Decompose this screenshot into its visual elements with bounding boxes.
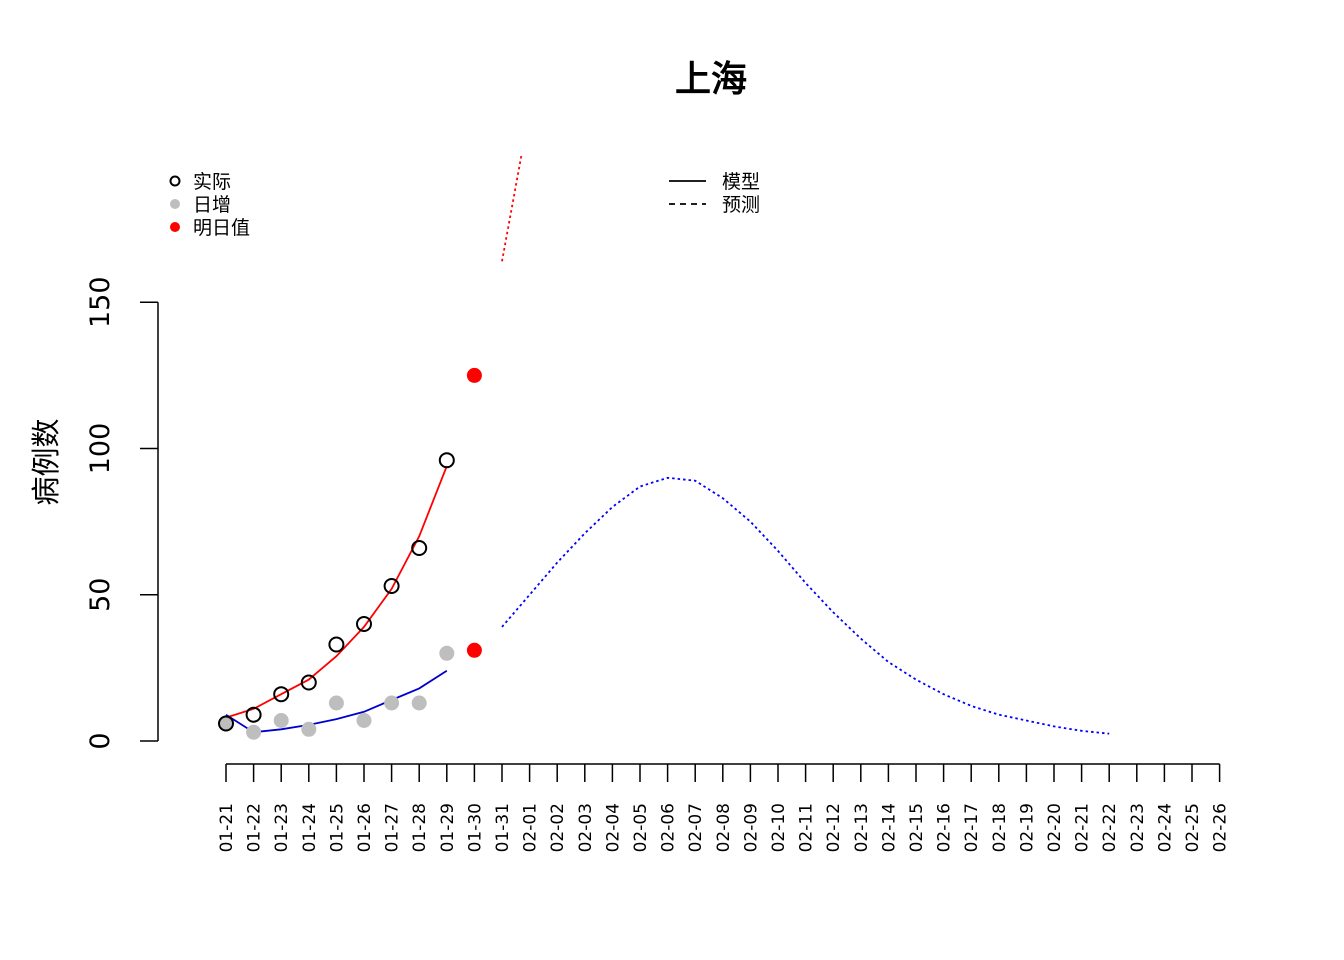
x-tick-label: 02-03	[576, 803, 596, 852]
x-tick-label: 01-27	[383, 803, 403, 852]
x-tick-label: 01-25	[327, 803, 347, 852]
x-tick-label: 02-09	[741, 803, 761, 852]
data-point	[438, 452, 455, 469]
x-tick-label: 02-21	[1073, 803, 1093, 852]
x-tick-label: 02-06	[659, 803, 679, 852]
x-tick-label: 01-28	[410, 803, 430, 852]
x-tick-label: 02-20	[1045, 803, 1065, 852]
legend-label: 日增	[193, 194, 231, 216]
chart-title: 上海	[675, 59, 747, 100]
x-tick-label: 02-11	[797, 803, 817, 852]
x-tick-label: 02-04	[603, 803, 623, 852]
y-tick-label: 150	[85, 276, 116, 328]
data-point	[411, 695, 427, 711]
y-tick-label: 100	[85, 423, 116, 475]
series-line-3	[225, 465, 448, 719]
legend-label: 明日值	[193, 217, 250, 239]
data-point	[384, 695, 400, 711]
x-tick-label: 02-12	[824, 803, 844, 852]
x-tick-label: 01-22	[245, 803, 265, 852]
x-tick-label: 02-13	[852, 803, 872, 852]
x-tick-label: 01-23	[272, 803, 292, 852]
x-tick-label: 02-10	[769, 803, 789, 852]
data-point	[300, 674, 317, 691]
series-line-4	[225, 670, 448, 734]
x-tick-label: 01-21	[217, 803, 237, 852]
data-point	[218, 715, 234, 732]
x-tick-label: 01-24	[300, 803, 320, 852]
x-tick-label: 02-24	[1155, 803, 1175, 852]
x-tick-label: 02-16	[935, 803, 955, 852]
x-tick-label: 01-31	[493, 803, 513, 852]
y-tick-label: 50	[85, 578, 116, 612]
x-tick-label: 01-29	[438, 803, 458, 852]
x-tick-label: 02-02	[548, 803, 568, 852]
data-point	[466, 367, 482, 383]
legend-marker	[170, 222, 180, 232]
legend-label: 预测	[722, 194, 760, 216]
x-tick-label: 02-26	[1211, 803, 1231, 852]
legend-marker	[169, 175, 181, 187]
y-axis-label: 病例数	[29, 418, 63, 505]
data-point	[273, 713, 289, 728]
series-line-5	[501, 155, 523, 262]
data-point	[356, 616, 372, 632]
data-point	[301, 721, 317, 737]
legend-label: 实际	[193, 171, 231, 193]
x-tick-label: 02-08	[714, 803, 734, 852]
x-tick-label: 01-30	[465, 803, 485, 852]
series-line-6	[501, 476, 1110, 735]
x-tick-label: 02-19	[1017, 803, 1037, 852]
x-tick-label: 02-14	[879, 803, 899, 852]
x-tick-label: 02-22	[1100, 803, 1120, 852]
plot-series	[218, 155, 1110, 740]
x-tick-label: 02-05	[631, 803, 651, 852]
data-point	[439, 645, 455, 661]
y-tick-label: 0	[85, 732, 116, 749]
data-point	[273, 686, 290, 703]
x-tick-label: 02-18	[990, 803, 1010, 852]
data-point	[328, 636, 345, 653]
data-point	[466, 642, 482, 658]
data-point	[328, 695, 344, 711]
data-point	[383, 578, 400, 594]
x-tick-label: 02-07	[686, 803, 706, 852]
x-tick-label: 02-23	[1128, 803, 1148, 852]
legend-label: 模型	[722, 171, 760, 193]
x-tick-label: 02-15	[907, 803, 927, 852]
data-point	[245, 706, 262, 723]
data-point	[218, 716, 234, 731]
x-tick-label: 02-01	[521, 803, 541, 852]
data-point	[246, 724, 262, 740]
y-axis: 0 50 100 150	[85, 276, 159, 750]
data-point	[356, 713, 372, 728]
x-tick-label: 02-25	[1183, 803, 1203, 852]
legend-marker	[170, 199, 180, 209]
x-tick-label: 01-26	[355, 803, 375, 852]
x-axis: 01-21 01-22 01-23 01-24 01-25 01-26 01-27 01-28…	[217, 763, 1231, 852]
x-tick-label: 02-17	[962, 803, 982, 852]
data-point	[411, 540, 428, 556]
